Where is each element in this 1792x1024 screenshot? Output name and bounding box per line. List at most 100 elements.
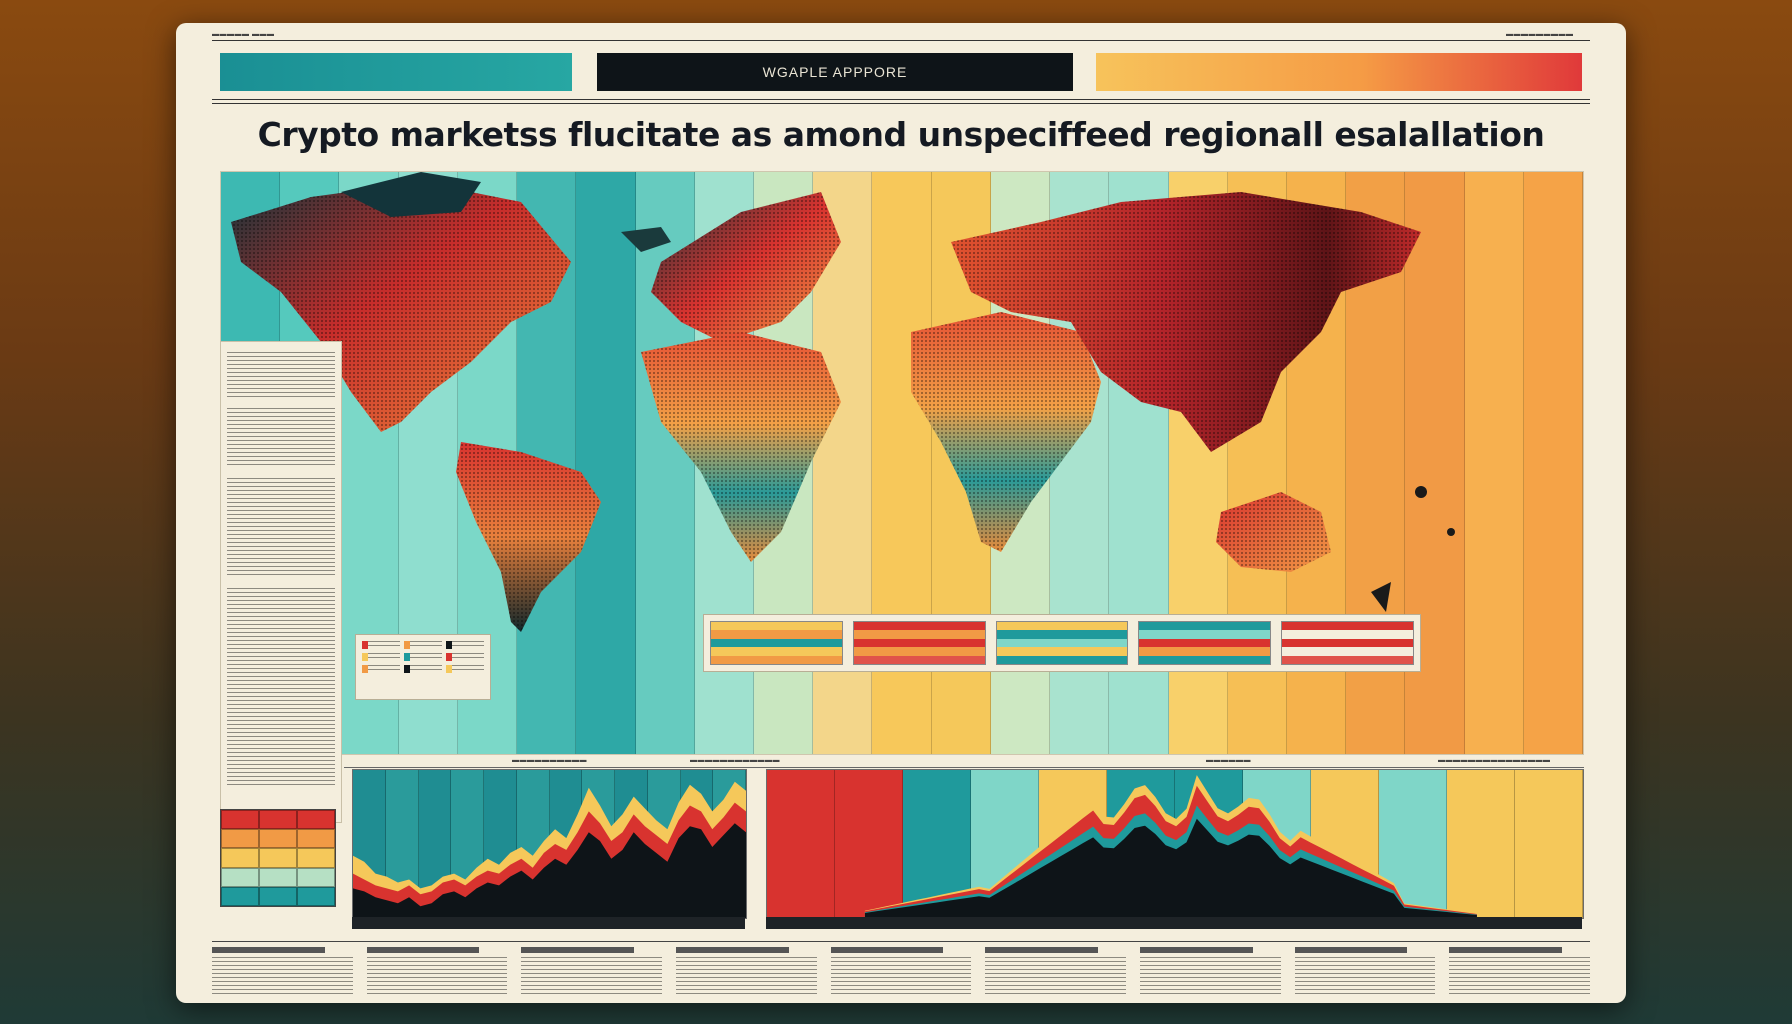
bottom-column-text (212, 957, 353, 997)
legend-item (446, 665, 484, 673)
bottom-column-heading (985, 947, 1098, 953)
bottom-column-heading (1294, 947, 1408, 953)
world-map (220, 171, 1584, 755)
bottom-column-text (521, 957, 663, 997)
mini-heatmap-row (996, 647, 1128, 656)
mini-heatmap (995, 621, 1129, 665)
mini-heatmap-row (1139, 630, 1271, 639)
sidebar-text-block (227, 478, 335, 578)
sidebar-text-block (227, 408, 335, 468)
mini-heatmap-row (996, 622, 1128, 631)
map-stripe (1464, 172, 1524, 754)
chart-grid-column (835, 770, 903, 918)
masthead-small-left: ▬▬▬▬▬ ▬▬▬ (212, 31, 275, 38)
table-cell (297, 829, 335, 849)
bottom-rule (212, 941, 1590, 942)
island-new-zealand (1371, 582, 1391, 612)
bottom-column-heading (1449, 947, 1562, 953)
mini-heatmap-row (1282, 630, 1413, 639)
continent-south-america (456, 442, 601, 632)
sidebar-table-grid (221, 810, 335, 906)
masthead-teal-banner (220, 53, 572, 91)
chart1-caption: ▬▬▬▬▬▬▬▬▬▬ (512, 757, 587, 764)
masthead-title-label: WGAPLE APPPORE (762, 64, 908, 80)
table-cell (259, 829, 297, 849)
bottom-column-text (366, 957, 508, 997)
bottom-column-heading (676, 947, 789, 953)
mini-heatmap-row (1282, 638, 1413, 648)
chart2-area-series (864, 818, 1477, 918)
mini-heatmap-row (996, 638, 1128, 648)
mini-heatmap-row (711, 622, 842, 631)
mini-heatmap-row (1282, 655, 1413, 665)
island-north-atlantic (621, 227, 671, 252)
table-cell (297, 810, 335, 830)
bottom-column (1294, 947, 1436, 1001)
price-chart-right (766, 769, 1584, 919)
bottom-article-columns (212, 947, 1591, 1001)
mini-heatmap-row (853, 647, 985, 656)
sidebar-article-title (221, 342, 341, 352)
mini-heatmap-row (996, 630, 1128, 639)
continent-australia (1216, 492, 1331, 572)
mini-heatmap-row (1139, 647, 1271, 656)
masthead-title-box: WGAPLE APPPORE (597, 53, 1073, 91)
legend-item (404, 641, 442, 649)
mini-heatmap-row (853, 638, 985, 648)
legend-item (404, 653, 442, 661)
chart1-svg (353, 781, 746, 918)
mini-heatmap-row (1139, 638, 1271, 648)
bottom-column (985, 947, 1127, 1001)
map-stripe (1405, 172, 1465, 754)
island-dot (1447, 528, 1455, 536)
sidebar-color-table (220, 809, 336, 907)
mini-heatmap-row (1282, 647, 1413, 656)
bottom-column-text (985, 957, 1127, 997)
mini-heatmap-row (711, 638, 842, 648)
mini-heatmap-row (704, 615, 1420, 671)
charts-top-rule (344, 767, 1584, 768)
legend-item (446, 641, 484, 649)
table-cell (221, 810, 259, 830)
bottom-column-text (1294, 957, 1436, 997)
table-cell (221, 886, 259, 906)
table-cell (297, 848, 335, 868)
bottom-column (1449, 947, 1591, 1001)
table-cell (259, 867, 297, 887)
bottom-column (366, 947, 508, 1001)
mini-heatmap (1138, 621, 1272, 665)
chart2-caption-2: ▬▬▬▬▬▬▬▬▬▬▬▬▬▬▬ (1438, 757, 1551, 764)
bottom-column-text (676, 957, 817, 997)
chart2-svg (864, 775, 1477, 918)
sidebar-text-block (227, 352, 335, 398)
chart1-axis-bar (352, 917, 745, 929)
mini-heatmap-row (1282, 622, 1413, 631)
price-chart-left (352, 769, 747, 919)
mini-heatmap-row (711, 647, 842, 656)
mini-heatmap (710, 621, 843, 665)
table-cell (259, 886, 297, 906)
newspaper-sheet: ▬▬▬▬▬ ▬▬▬ ▬▬▬▬▬▬▬▬▬ WGAPLE APPPORE Crypt… (176, 23, 1626, 1003)
mini-heatmap-row (853, 655, 985, 665)
legend-grid (356, 635, 490, 679)
legend-item (362, 641, 400, 649)
legend-item (362, 665, 400, 673)
map-legend (355, 634, 491, 700)
map-stripe (576, 172, 636, 754)
map-continents (231, 172, 1455, 632)
chart1-area-series (353, 823, 746, 918)
mini-heatmap (1281, 621, 1414, 665)
bottom-column-text (830, 957, 972, 997)
mini-heatmap-row (711, 655, 842, 665)
mini-heatmap-row (1139, 622, 1271, 631)
chart-grid-column (1515, 770, 1583, 918)
chart2-caption: ▬▬▬▬▬▬ (1206, 757, 1251, 764)
table-cell (259, 810, 297, 830)
mini-heatmap-row (853, 622, 985, 631)
table-cell (297, 867, 335, 887)
bottom-column (676, 947, 817, 1001)
bottom-column-heading (212, 947, 325, 953)
bottom-column-heading (521, 947, 634, 953)
chart-grid-column (767, 770, 835, 918)
legend-item (404, 665, 442, 673)
